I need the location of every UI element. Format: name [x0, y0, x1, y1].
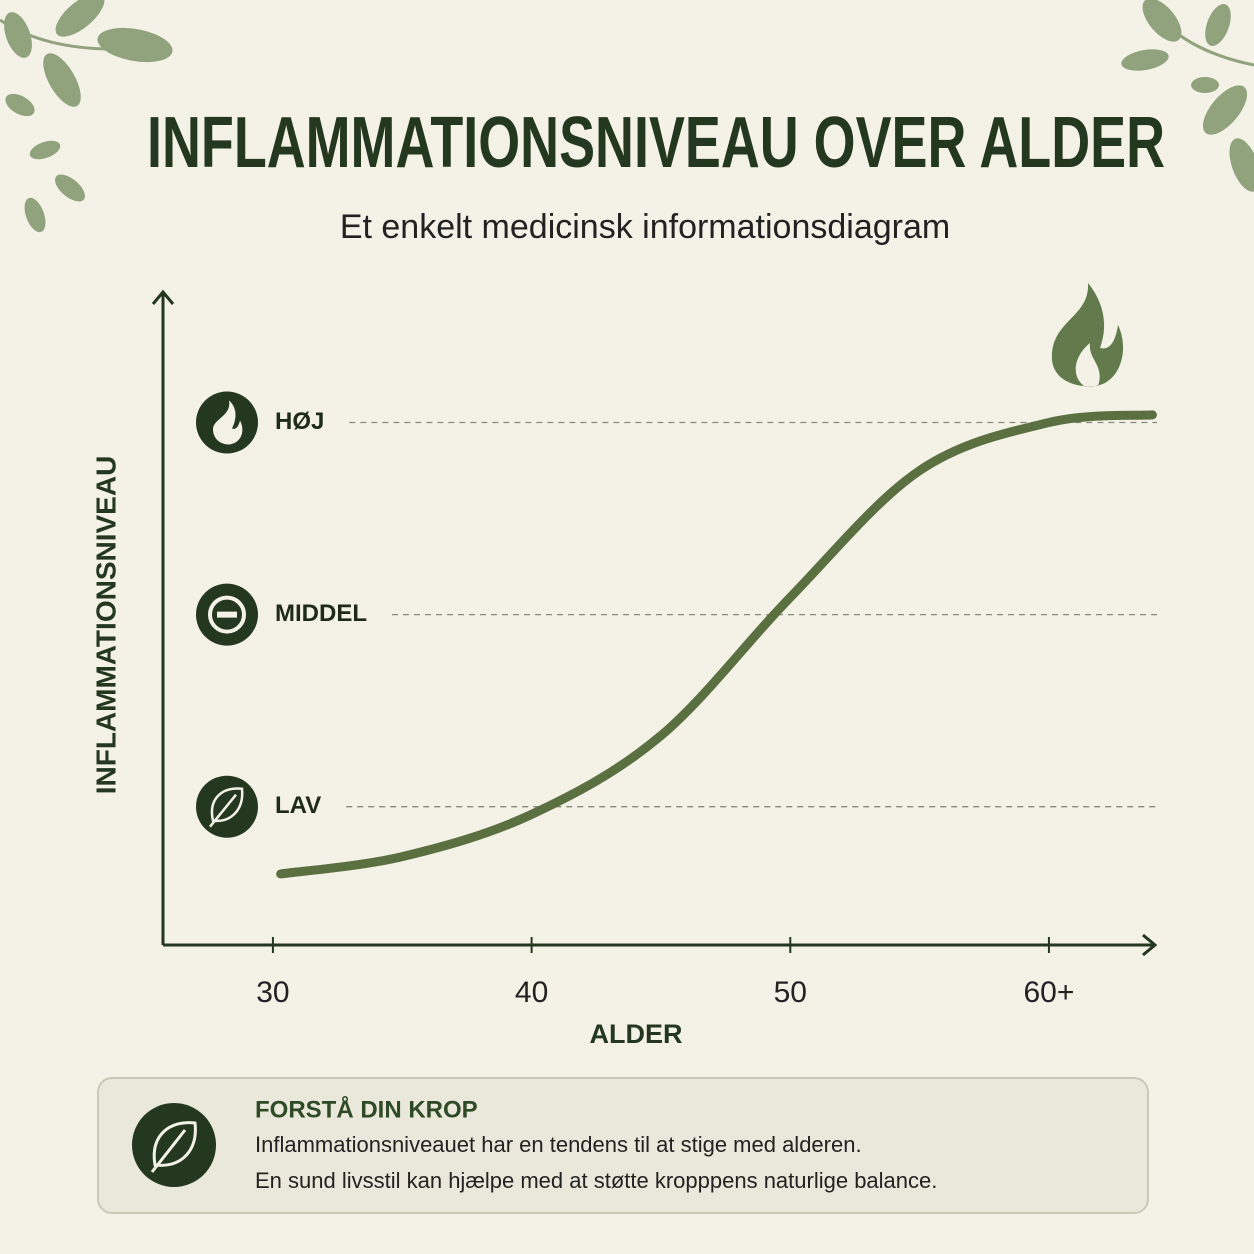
fire-icon: [212, 400, 243, 445]
y-tick-label: LAV: [275, 792, 321, 819]
info-text: Inflammationsniveauet har en tendens til…: [255, 1132, 862, 1157]
info-heading: FORSTÅ DIN KROP: [255, 1095, 478, 1123]
line: [276, 410, 1157, 879]
y-axis: [151, 289, 175, 945]
chart-title: INFLAMMATIONSNIVEAU OVER ALDER: [147, 103, 1165, 183]
chart-subtitle: Et enkelt medicinsk informationsdiagram: [340, 208, 950, 246]
info-box: [97, 1077, 1149, 1214]
info-text: En sund livsstil kan hjælpe med at støtt…: [255, 1168, 937, 1193]
info-leaf: [150, 1121, 197, 1173]
x-tick-label: 50: [774, 976, 807, 1009]
flame-icon: [1051, 283, 1124, 387]
x-tick-label: 60+: [1023, 976, 1074, 1009]
level-icon: [196, 583, 258, 646]
x-tick-label: 40: [515, 976, 548, 1009]
level-icon: [196, 391, 258, 454]
y-tick-label: HØJ: [275, 408, 324, 435]
leaf-decoration: [1121, 0, 1254, 192]
leaf-decoration: [0, 0, 173, 233]
y-tick-label: MIDDEL: [275, 600, 367, 627]
x-axis: [163, 933, 1158, 957]
y-axis-label: INFLAMMATIONSNIVEAU: [90, 456, 121, 795]
leaf-icon: [209, 787, 244, 828]
axes: [151, 289, 1158, 957]
x-tick-label: 30: [256, 976, 289, 1009]
minus-ring: [208, 595, 246, 634]
level-icon: [196, 775, 258, 838]
minus-bar: [217, 611, 237, 618]
x-axis-label: ALDER: [590, 1019, 683, 1049]
